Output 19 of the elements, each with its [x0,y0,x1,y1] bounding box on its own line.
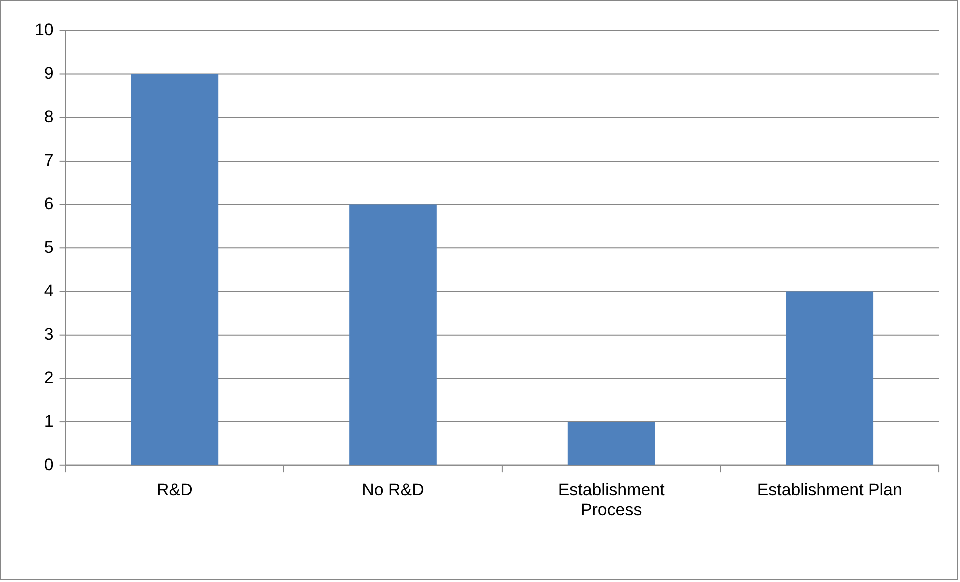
y-tick-label: 10 [34,20,54,40]
x-tick-label: No R&D [362,480,424,500]
y-tick-label: 7 [44,150,54,170]
y-tick-label: 6 [44,194,54,214]
bar [131,74,219,466]
bar [568,422,656,466]
bar [786,292,874,466]
x-tick-label: Establishment Process [558,480,666,520]
y-tick-label: 5 [44,238,54,257]
y-tick-label: 3 [44,324,54,344]
y-tick-label: 0 [44,455,54,474]
y-tick-label: 9 [44,64,54,84]
x-tick-label: Establishment Plan [757,480,902,500]
y-tick-label: 8 [44,108,54,127]
y-tick-label: 2 [44,368,54,388]
y-tick-label: 4 [44,281,54,300]
x-tick-label: R&D [157,480,193,500]
bar [350,204,437,466]
y-tick-label: 1 [44,412,54,431]
